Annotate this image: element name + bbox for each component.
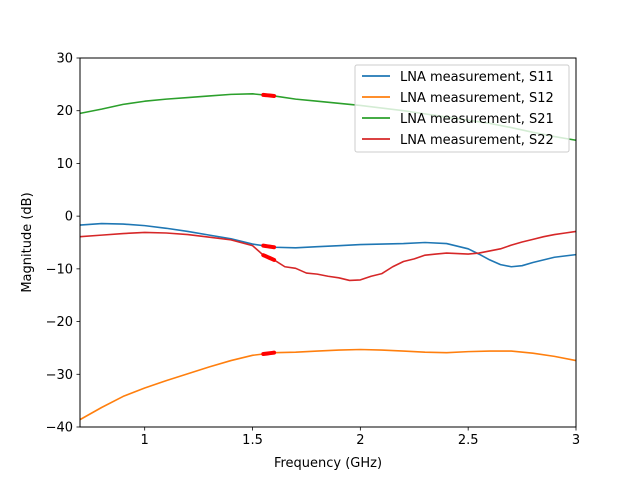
y-tick-label: −10: [46, 262, 73, 277]
legend-label: LNA measurement, S22: [400, 133, 554, 148]
y-tick-label: 10: [56, 157, 73, 172]
x-tick-label: 2: [356, 433, 364, 448]
series-line-s11: [79, 222, 577, 268]
legend-label: LNA measurement, S12: [400, 91, 554, 106]
highlight-segment-s12: [261, 350, 277, 356]
highlight-segment-s22: [261, 253, 277, 262]
y-tick-label: −40: [46, 421, 73, 436]
highlight-segment-s21: [261, 92, 277, 98]
axes-frame: [79, 57, 577, 428]
series-line-s22: [79, 230, 577, 282]
legend-label: LNA measurement, S11: [400, 70, 554, 85]
x-tick-label: 1.5: [242, 433, 263, 448]
highlight-layer: [261, 92, 277, 356]
series-line-s12: [79, 348, 577, 421]
y-axis-label: Magnitude (dB): [20, 192, 35, 292]
legend: LNA measurement, S11 LNA measurement, S12…: [354, 64, 570, 153]
highlight-segment-s11: [261, 243, 277, 250]
x-tick-label: 2.5: [458, 433, 479, 448]
x-tick-label: 3: [572, 433, 580, 448]
y-tick-label: 30: [56, 52, 73, 67]
legend-box: [354, 64, 570, 153]
x-axis-label: Frequency (GHz): [274, 456, 382, 471]
y-axis: −40 −30 −20 −10 0 10 20 30: [46, 52, 80, 436]
y-tick-label: 0: [65, 210, 73, 225]
x-axis: 1 1.5 2 2.5 3: [141, 427, 580, 448]
y-tick-label: −20: [46, 315, 73, 330]
y-tick-label: 20: [56, 104, 73, 119]
y-tick-label: −30: [46, 368, 73, 383]
x-tick-label: 1: [141, 433, 149, 448]
legend-label: LNA measurement, S21: [400, 112, 554, 127]
